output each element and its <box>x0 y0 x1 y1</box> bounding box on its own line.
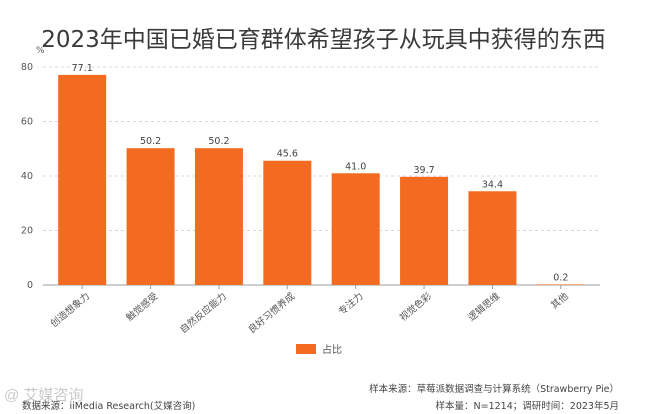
y-tick-label: 0 <box>27 280 33 291</box>
chart-title: 2023年中国已婚已育群体希望孩子从玩具中获得的东西 <box>41 27 606 53</box>
bar <box>536 284 585 285</box>
y-tick-label: 40 <box>21 171 33 182</box>
legend-swatch <box>296 343 316 354</box>
legend: 占比 <box>296 341 342 356</box>
x-tick-label: 专注力 <box>336 290 366 318</box>
data-label: 77.1 <box>72 63 93 74</box>
data-label: 41.0 <box>345 161 366 172</box>
sample-size: 样本量：N=1214；调研时间：2023年5月 <box>435 401 619 412</box>
sample-source: 样本来源：草莓派数据调查与计算系统（Strawberry Pie） <box>369 384 619 395</box>
data-label: 50.2 <box>208 136 229 147</box>
x-tick-label: 其他 <box>548 290 571 312</box>
legend-label: 占比 <box>322 345 342 356</box>
x-tick-label: 良好习惯养成 <box>246 290 298 336</box>
data-label: 39.7 <box>413 165 434 176</box>
data-label: 50.2 <box>140 136 161 147</box>
x-tick-label: 逻辑思维 <box>466 290 503 324</box>
y-axis-unit: % <box>36 46 45 56</box>
x-tick-label: 视觉色彩 <box>397 290 434 324</box>
bar <box>194 148 243 285</box>
bar <box>263 160 312 285</box>
x-tick-label: 自然反应能力 <box>177 290 228 336</box>
data-label: 45.6 <box>277 149 298 160</box>
bar <box>400 176 449 285</box>
bar <box>126 148 175 285</box>
x-tick-label: 触觉感受 <box>124 290 161 324</box>
y-tick-label: 20 <box>21 226 33 237</box>
bar <box>58 74 107 285</box>
data-label: 34.4 <box>482 179 503 190</box>
x-tick-label: 创造想象力 <box>48 290 92 330</box>
bar <box>331 173 380 285</box>
y-tick-label: 80 <box>21 62 33 73</box>
data-source: 数据来源：iiMedia Research(艾媒咨询) <box>22 401 196 412</box>
watermark: @ 艾媒咨询 <box>4 387 84 404</box>
y-tick-label: 60 <box>21 117 33 128</box>
bar <box>468 191 517 285</box>
data-label: 0.2 <box>553 272 568 283</box>
